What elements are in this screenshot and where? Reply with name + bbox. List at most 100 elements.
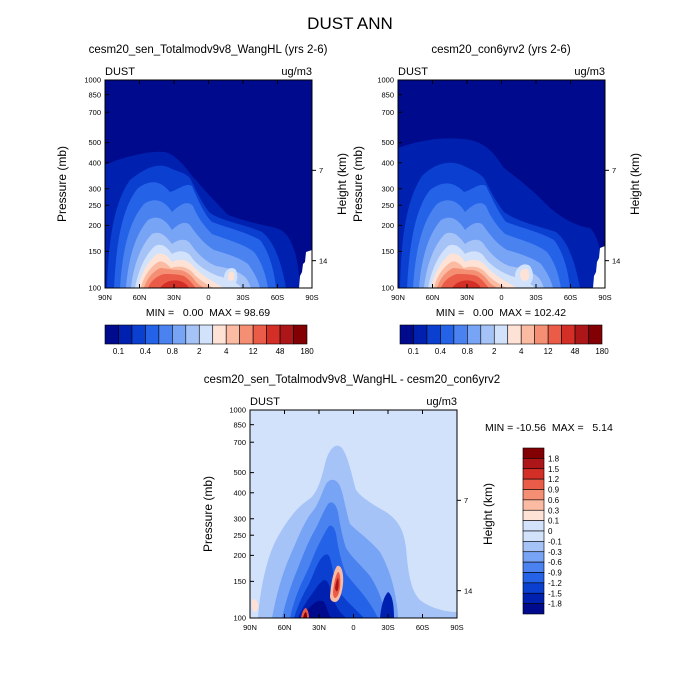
colorbar-label: 180 <box>300 347 314 356</box>
y-right-tick-label: 7 <box>612 166 616 175</box>
colorbar-label: 0.8 <box>167 347 179 356</box>
colorbar-label: 2 <box>492 347 497 356</box>
y-tick-label: 300 <box>88 184 101 193</box>
stats-label: MIN = -10.56 MAX = 5.14 <box>485 422 613 434</box>
y-tick-label: 400 <box>381 158 394 167</box>
stats-label: MIN = 0.00 MAX = 98.69 <box>146 307 270 319</box>
y-tick-label: 200 <box>88 221 101 230</box>
variable-label: DUST <box>105 66 135 78</box>
y-right-tick-label: 14 <box>464 586 472 595</box>
colorbar-swatch <box>426 324 441 345</box>
figure-title: DUST ANN <box>307 14 393 33</box>
colorbar-swatch <box>480 324 495 345</box>
colorbar-swatch <box>522 541 545 553</box>
colorbar-label: 1.8 <box>548 454 560 463</box>
colorbar-swatch <box>158 324 173 345</box>
y-tick-label: 850 <box>88 90 101 99</box>
panel-title: cesm20_sen_Totalmodv9v8_WangHL - cesm20_… <box>204 374 500 386</box>
colorbar-swatch <box>522 509 545 521</box>
colorbar-label: 12 <box>249 347 258 356</box>
colorbar-swatch <box>212 324 227 345</box>
colorbar-swatch <box>534 324 549 345</box>
y-tick-label: 500 <box>233 468 246 477</box>
colorbar-label: 1.2 <box>548 475 560 484</box>
variable-label: DUST <box>250 396 280 408</box>
colorbar-swatch <box>279 324 294 345</box>
colorbar-label: -0.9 <box>548 569 562 578</box>
colorbar-label: 0 <box>548 527 553 536</box>
y-right-tick-label: 7 <box>319 166 323 175</box>
colorbar-label: 0.4 <box>435 347 447 356</box>
colorbar-swatch <box>522 499 545 511</box>
x-tick-label: 90N <box>98 293 112 302</box>
colorbar-swatch <box>520 324 535 345</box>
y-axis-label: Pressure (mb) <box>201 476 215 552</box>
y-tick-label: 400 <box>88 158 101 167</box>
panel-bottom: cesm20_sen_Totalmodv9v8_WangHL - cesm20_… <box>201 374 613 632</box>
colorbar-label: 4 <box>519 347 524 356</box>
colorbar-swatch <box>293 324 308 345</box>
colorbar-label: -1.8 <box>548 600 562 609</box>
colorbar-swatch <box>172 324 187 345</box>
axis-ticks: 90N 60N 30N 0 30S 60S 90S 1000 850 700 500 400 300 25… <box>377 76 620 302</box>
y-tick-label: 700 <box>88 108 101 117</box>
y-tick-label: 1000 <box>229 406 246 415</box>
colorbar-label: 1.5 <box>548 465 560 474</box>
y-tick-label: 500 <box>381 138 394 147</box>
x-tick-label: 0 <box>351 623 355 632</box>
colorbar-label: 0.3 <box>548 506 560 515</box>
colorbar-swatch <box>104 324 119 345</box>
contour-field <box>250 410 457 618</box>
y-tick-label: 500 <box>88 138 101 147</box>
colorbar-swatch <box>522 561 545 573</box>
colorbar-label: -1.2 <box>548 579 562 588</box>
colorbar-swatch <box>547 324 562 345</box>
colorbar: 0.1 0.4 0.8 2 4 12 48 180 <box>399 324 609 356</box>
x-tick-label: 90N <box>391 293 405 302</box>
y-tick-label: 200 <box>233 551 246 560</box>
colorbar: 0.1 0.4 0.8 2 4 12 48 180 <box>104 324 314 356</box>
colorbar-swatch <box>453 324 468 345</box>
y-tick-label: 150 <box>88 247 101 256</box>
x-tick-label: 90S <box>450 623 463 632</box>
x-tick-label: 60S <box>564 293 577 302</box>
colorbar-label: 0.1 <box>548 517 560 526</box>
colorbar-label: 0.1 <box>408 347 420 356</box>
y-tick-label: 100 <box>381 284 394 293</box>
y-axis-label: Pressure (mb) <box>351 146 365 222</box>
colorbar-swatch <box>440 324 455 345</box>
x-tick-label: 90N <box>243 623 257 632</box>
colorbar-swatch <box>522 572 545 584</box>
colorbar-swatch <box>522 458 545 470</box>
x-tick-label: 60S <box>271 293 284 302</box>
y-tick-label: 100 <box>88 284 101 293</box>
colorbar-label: 48 <box>276 347 285 356</box>
x-tick-label: 0 <box>206 293 210 302</box>
colorbar-swatch <box>399 324 414 345</box>
colorbar-label: 2 <box>197 347 202 356</box>
colorbar-swatch <box>507 324 522 345</box>
colorbar-swatch <box>145 324 160 345</box>
x-tick-label: 60S <box>416 623 429 632</box>
y-tick-label: 700 <box>233 438 246 447</box>
y-tick-label: 400 <box>233 488 246 497</box>
y-tick-label: 250 <box>381 201 394 210</box>
y-axis-label: Pressure (mb) <box>55 146 69 222</box>
colorbar-swatch <box>522 551 545 563</box>
colorbar-swatch <box>522 530 545 542</box>
y-axis-right-label: Height (km) <box>481 483 495 545</box>
units-label: ug/m3 <box>281 66 312 78</box>
y-tick-label: 1000 <box>84 76 101 85</box>
y-right-tick-label: 14 <box>319 256 327 265</box>
colorbar-label: 0.9 <box>548 486 560 495</box>
axis-ticks: 90N 60N 30N 0 30S 60S 90S 1000 850 700 500 400 300 25… <box>84 76 327 302</box>
y-right-tick-label: 7 <box>464 496 468 505</box>
colorbar-swatch <box>413 324 428 345</box>
x-tick-label: 90S <box>598 293 611 302</box>
colorbar-label: 0.8 <box>462 347 474 356</box>
colorbar-label: 12 <box>544 347 553 356</box>
y-tick-label: 250 <box>88 201 101 210</box>
panel-top-left: cesm20_sen_Totalmodv9v8_WangHL (yrs 2-6)… <box>55 44 349 356</box>
colorbar-swatch <box>522 520 545 532</box>
colorbar-swatch <box>588 324 603 345</box>
